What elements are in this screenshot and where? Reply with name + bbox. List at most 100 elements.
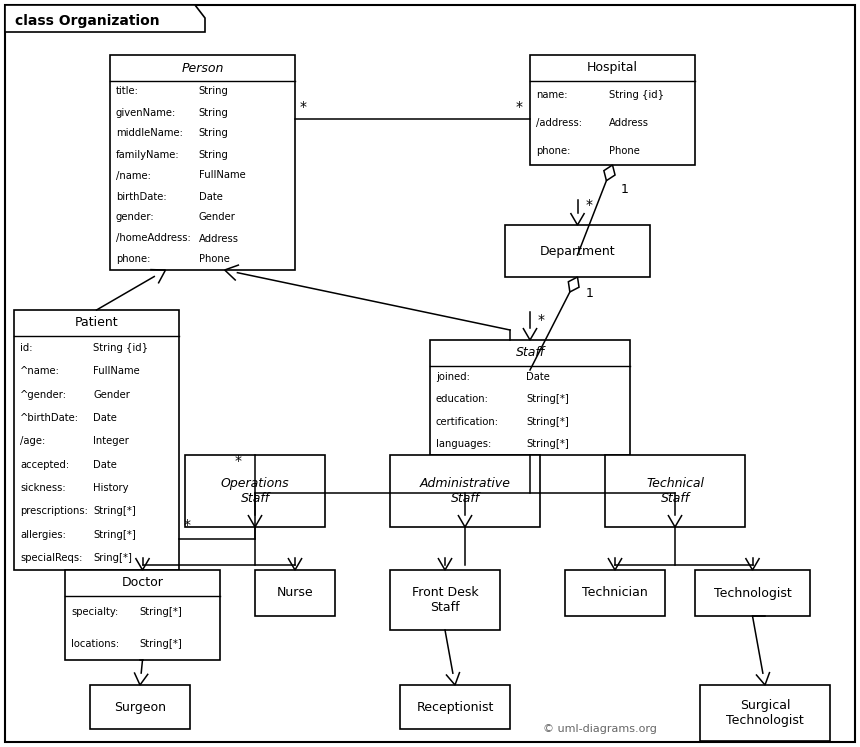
Text: certification:: certification: (436, 417, 499, 427)
Text: class Organization: class Organization (15, 14, 160, 28)
Text: Phone: Phone (199, 255, 230, 264)
Bar (400, 685, 510, 729)
Text: specialty:: specialty: (71, 607, 119, 617)
Text: Administrative
Staff: Administrative Staff (420, 477, 511, 505)
Text: specialReqs:: specialReqs: (20, 554, 83, 563)
Text: joined:: joined: (436, 372, 470, 382)
Text: Person: Person (181, 61, 224, 75)
Text: Operations
Staff: Operations Staff (221, 477, 289, 505)
Text: 1: 1 (621, 183, 629, 196)
Text: ^birthDate:: ^birthDate: (20, 413, 79, 423)
Text: Gender: Gender (93, 389, 130, 400)
Bar (185, 455, 325, 527)
Text: phone:: phone: (536, 146, 570, 156)
Text: Address: Address (199, 234, 239, 244)
Text: familyName:: familyName: (116, 149, 180, 160)
Text: title:: title: (116, 87, 138, 96)
Text: allergies:: allergies: (20, 530, 66, 540)
Text: id:: id: (20, 343, 33, 353)
Polygon shape (568, 277, 579, 292)
Text: Department: Department (540, 244, 615, 258)
Text: /name:: /name: (116, 170, 150, 181)
Text: Receptionist: Receptionist (416, 701, 494, 713)
Text: Surgical
Technologist: Surgical Technologist (726, 699, 804, 727)
Text: /age:: /age: (20, 436, 46, 446)
Text: Technologist: Technologist (714, 586, 791, 600)
Text: Date: Date (526, 372, 550, 382)
Text: Date: Date (93, 459, 117, 470)
Text: Staff: Staff (515, 347, 544, 359)
Text: Phone: Phone (609, 146, 640, 156)
Bar (505, 225, 650, 277)
Bar (14, 310, 179, 570)
Text: locations:: locations: (71, 639, 120, 649)
Text: ^gender:: ^gender: (20, 389, 67, 400)
Text: sickness:: sickness: (20, 483, 65, 493)
Text: Gender: Gender (199, 212, 236, 223)
Text: String[*]: String[*] (93, 530, 136, 540)
Text: *: * (586, 198, 593, 212)
Text: givenName:: givenName: (116, 108, 176, 117)
Bar (530, 55, 695, 165)
Text: String[*]: String[*] (93, 506, 136, 516)
Bar (90, 685, 190, 729)
Bar (255, 570, 335, 616)
Text: education:: education: (436, 394, 488, 404)
Text: String[*]: String[*] (139, 639, 182, 649)
Text: String[*]: String[*] (139, 607, 182, 617)
Text: birthDate:: birthDate: (116, 191, 167, 202)
Text: FullName: FullName (199, 170, 246, 181)
Text: Hospital: Hospital (587, 61, 638, 75)
Text: Address: Address (609, 118, 649, 128)
Text: Sring[*]: Sring[*] (93, 554, 132, 563)
Text: *: * (235, 454, 242, 468)
Text: String[*]: String[*] (526, 439, 568, 449)
Text: *: * (516, 100, 523, 114)
Bar (700, 685, 830, 741)
Text: languages:: languages: (436, 439, 491, 449)
Text: ^name:: ^name: (20, 366, 60, 376)
Text: FullName: FullName (93, 366, 140, 376)
Text: gender:: gender: (116, 212, 155, 223)
Text: prescriptions:: prescriptions: (20, 506, 88, 516)
Text: Doctor: Doctor (121, 577, 163, 589)
Bar (390, 570, 500, 630)
Text: 1: 1 (586, 287, 593, 300)
Text: String[*]: String[*] (526, 394, 568, 404)
Text: *: * (538, 313, 545, 327)
Text: String: String (199, 87, 229, 96)
Text: Front Desk
Staff: Front Desk Staff (412, 586, 478, 614)
Text: String: String (199, 149, 229, 160)
Text: String {id}: String {id} (93, 343, 148, 353)
Text: String[*]: String[*] (526, 417, 568, 427)
Text: String: String (199, 108, 229, 117)
Text: Date: Date (199, 191, 223, 202)
Bar (605, 455, 745, 527)
Text: phone:: phone: (116, 255, 150, 264)
Bar (695, 570, 810, 616)
Text: *: * (184, 518, 191, 532)
Text: History: History (93, 483, 129, 493)
Bar (110, 55, 295, 270)
Bar (65, 570, 220, 660)
Polygon shape (5, 5, 205, 32)
Text: accepted:: accepted: (20, 459, 69, 470)
Text: Technical
Staff: Technical Staff (646, 477, 704, 505)
Text: Integer: Integer (93, 436, 129, 446)
Text: Date: Date (93, 413, 117, 423)
Polygon shape (604, 165, 615, 181)
Text: © uml-diagrams.org: © uml-diagrams.org (543, 724, 657, 734)
Text: middleName:: middleName: (116, 128, 183, 138)
Text: Surgeon: Surgeon (114, 701, 166, 713)
Text: *: * (300, 100, 307, 114)
Text: String {id}: String {id} (609, 90, 664, 100)
Text: Patient: Patient (75, 317, 119, 329)
Bar (565, 570, 665, 616)
Text: String: String (199, 128, 229, 138)
Text: /homeAddress:: /homeAddress: (116, 234, 191, 244)
Text: Nurse: Nurse (277, 586, 313, 600)
Text: Technician: Technician (582, 586, 648, 600)
Text: name:: name: (536, 90, 568, 100)
Text: /address:: /address: (536, 118, 582, 128)
Bar (390, 455, 540, 527)
